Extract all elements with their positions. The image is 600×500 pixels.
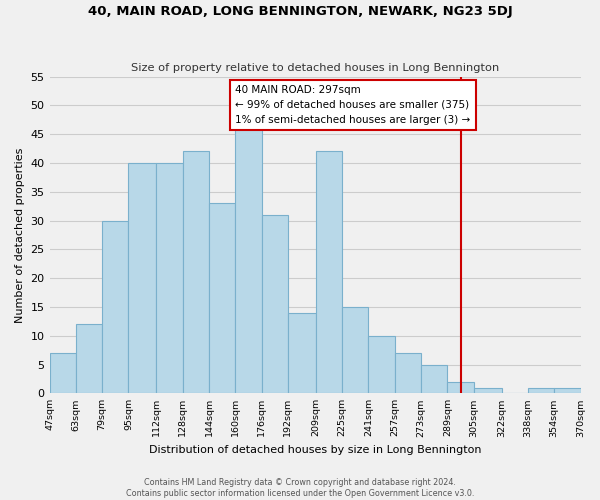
Bar [554, 388, 581, 394]
Bar [157, 163, 182, 394]
Bar [235, 128, 262, 394]
Bar [528, 388, 554, 394]
Bar [316, 152, 342, 394]
Bar [209, 204, 235, 394]
Bar [448, 382, 473, 394]
Text: 40, MAIN ROAD, LONG BENNINGTON, NEWARK, NG23 5DJ: 40, MAIN ROAD, LONG BENNINGTON, NEWARK, … [88, 5, 512, 18]
Bar [76, 324, 102, 394]
Y-axis label: Number of detached properties: Number of detached properties [15, 147, 25, 322]
Bar [262, 215, 288, 394]
Bar [50, 353, 76, 394]
Bar [102, 220, 128, 394]
Title: Size of property relative to detached houses in Long Bennington: Size of property relative to detached ho… [131, 63, 499, 73]
Bar [128, 163, 157, 394]
Bar [473, 388, 502, 394]
Bar [368, 336, 395, 394]
Bar [395, 353, 421, 394]
Bar [182, 152, 209, 394]
Text: 40 MAIN ROAD: 297sqm
← 99% of detached houses are smaller (375)
1% of semi-detac: 40 MAIN ROAD: 297sqm ← 99% of detached h… [235, 85, 470, 125]
Bar [421, 364, 448, 394]
Bar [342, 307, 368, 394]
Bar [288, 312, 316, 394]
Text: Contains HM Land Registry data © Crown copyright and database right 2024.
Contai: Contains HM Land Registry data © Crown c… [126, 478, 474, 498]
X-axis label: Distribution of detached houses by size in Long Bennington: Distribution of detached houses by size … [149, 445, 481, 455]
